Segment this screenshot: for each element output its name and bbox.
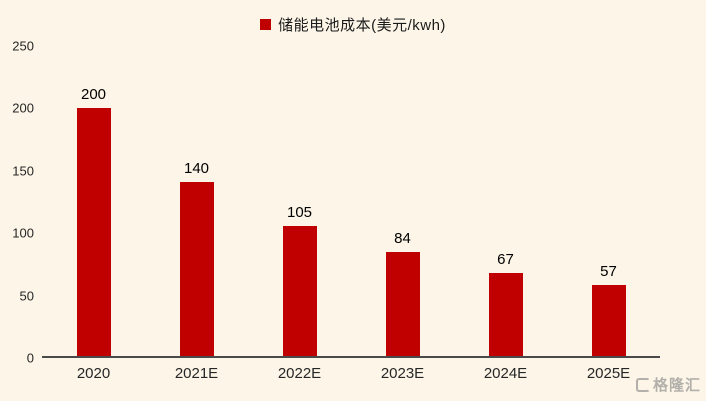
y-tick-label: 50 — [19, 288, 34, 304]
watermark-text: 格隆汇 — [652, 377, 701, 394]
bar — [488, 272, 523, 356]
bar — [179, 182, 214, 356]
bar-value-label: 67 — [497, 250, 514, 268]
bar-value-label: 84 — [394, 229, 411, 247]
legend-swatch-icon — [260, 19, 272, 30]
plot-region: 0 50 100 150 200 250 200 140 105 84 67 57 — [6, 39, 660, 366]
x-axis: 2020 2021E 2022E 2023E 2024E 2025E — [42, 358, 660, 382]
bar-group: 105 — [248, 46, 351, 356]
bar-group: 67 — [454, 46, 557, 356]
bar-group: 57 — [557, 46, 660, 356]
x-axis-label: 2023E — [380, 365, 425, 382]
bar — [591, 285, 626, 356]
y-tick-label: 250 — [12, 38, 34, 54]
bar-group: 200 — [42, 46, 145, 356]
gelonghui-watermark: 格隆汇 — [635, 374, 701, 395]
x-axis-label: 2021E — [174, 365, 219, 382]
bar-value-label: 105 — [286, 203, 313, 221]
legend-label: 储能电池成本(美元/kwh) — [278, 17, 446, 34]
x-axis-label: 2020 — [76, 365, 111, 382]
x-axis-label: 2022E — [277, 365, 322, 382]
x-axis-label: 2025E — [586, 365, 631, 382]
bar-value-label: 140 — [183, 160, 210, 178]
bar — [385, 251, 420, 356]
y-tick-label: 100 — [12, 225, 34, 241]
y-axis: 0 50 100 150 200 250 — [6, 39, 42, 366]
bar-group: 84 — [351, 46, 454, 356]
bar-value-label: 200 — [80, 86, 107, 103]
bar-group: 140 — [145, 46, 248, 356]
gelonghui-logo-icon — [635, 377, 650, 392]
y-tick-label: 0 — [26, 350, 34, 366]
chart-legend: 储能电池成本(美元/kwh) — [0, 0, 706, 36]
bar — [282, 225, 317, 356]
plot-area: 200 140 105 84 67 57 — [42, 46, 660, 358]
bar-value-label: 57 — [600, 263, 617, 281]
y-tick-label: 150 — [12, 163, 34, 179]
x-axis-label: 2024E — [483, 365, 528, 382]
bar — [76, 108, 111, 356]
y-tick-label: 200 — [12, 100, 34, 116]
